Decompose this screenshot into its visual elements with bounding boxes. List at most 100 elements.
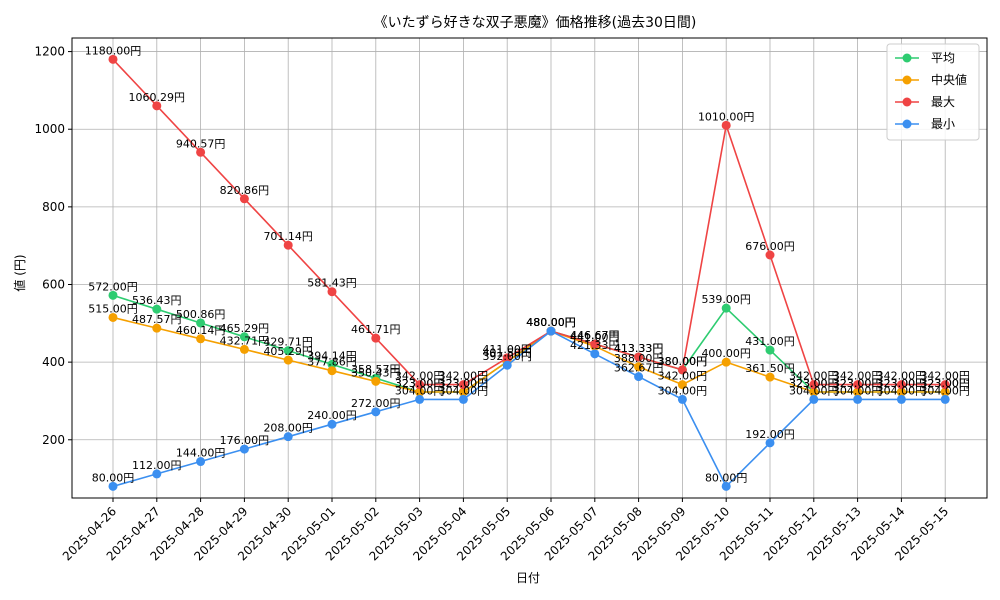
data-label: 342.00円 [920,370,970,383]
data-point [809,394,819,404]
legend-swatch-marker [902,75,912,85]
data-label: 446.67円 [570,329,620,342]
data-label: 358.57円 [351,363,401,376]
data-point [152,101,162,111]
data-point [415,387,425,397]
data-point [677,365,687,375]
data-label: 401.50円 [482,347,532,360]
y-tick-label: 1000 [34,122,65,136]
data-label: 431.00円 [745,335,795,348]
data-label: 820.86円 [220,184,270,197]
data-label: 413.33円 [614,342,664,355]
data-label: 394.14円 [307,349,357,362]
data-label: 323.00円 [789,377,839,390]
legend-swatch-marker [902,53,912,63]
data-point [721,120,731,130]
data-label: 405.29円 [263,345,313,358]
data-point [634,372,644,382]
data-label: 413.33円 [614,342,664,355]
data-label: 272.00円 [351,397,401,410]
data-point [108,312,118,322]
data-label: 304.00円 [833,384,883,397]
data-label: 304.00円 [789,384,839,397]
legend-swatch-marker [902,119,912,129]
data-label: 536.43円 [132,294,182,307]
data-point [196,318,206,328]
data-label: 400.00円 [701,347,751,360]
data-point [590,349,600,359]
legend-label: 最大 [931,95,955,109]
data-label: 539.00円 [701,293,751,306]
data-point [108,290,118,300]
data-point [152,469,162,479]
data-label: 581.43円 [307,277,357,290]
data-label: 392.00円 [482,350,532,363]
data-point [502,353,512,363]
data-point [239,344,249,354]
data-label: 388.00円 [614,352,664,365]
data-point [940,380,950,390]
data-point [108,481,118,491]
data-point [721,303,731,313]
data-label: 446.67円 [570,329,620,342]
chart-title: 《いたずら好きな双子悪魔》価格推移(過去30日間) [374,15,697,31]
data-label: 304.00円 [920,384,970,397]
data-point [809,380,819,390]
data-label: 1180.00円 [85,44,142,57]
data-point [327,419,337,429]
data-point [283,240,293,250]
data-label: 515.00円 [88,302,138,315]
data-point [853,387,863,397]
data-point [152,323,162,333]
data-point [239,444,249,454]
data-point [196,457,206,467]
data-point [677,380,687,390]
data-label: 323.00円 [833,377,883,390]
data-label: 572.00円 [88,280,138,293]
data-point [502,360,512,370]
data-point [896,380,906,390]
data-point [152,304,162,314]
data-label: 480.00円 [526,316,576,329]
data-point [896,394,906,404]
data-label: 80.00円 [92,471,135,484]
y-tick-label: 1200 [34,45,65,59]
legend-swatch-marker [902,97,912,107]
legend-label: 平均 [931,51,955,65]
data-point [853,394,863,404]
data-point [196,334,206,344]
data-point [327,359,337,369]
data-label: 240.00円 [307,409,357,422]
data-point [415,394,425,404]
data-point [765,250,775,260]
series-line [112,58,946,386]
data-label: 323.00円 [439,377,489,390]
data-label: 377.86円 [307,356,357,369]
data-label: 342.00円 [833,370,883,383]
data-labels: 572.00円536.43円500.86円465.29円429.71円394.1… [85,44,970,484]
data-label: 342.00円 [658,370,708,383]
data-point [765,372,775,382]
data-label: 1060.29円 [129,91,186,104]
legend-label: 中央値 [931,72,967,87]
data-label: 80.00円 [705,471,748,484]
data-label: 304.00円 [877,384,927,397]
y-tick-label: 200 [42,433,65,447]
data-label: 323.00円 [833,377,883,390]
data-label: 487.57円 [132,313,182,326]
data-point [677,394,687,404]
data-label: 480.00円 [526,316,576,329]
data-point [634,352,644,362]
data-label: 304.00円 [395,384,445,397]
data-label: 441.00円 [570,331,620,344]
data-label: 304.00円 [439,384,489,397]
data-label: 323.00円 [395,377,445,390]
data-label: 460.14円 [176,324,226,337]
data-point [283,346,293,356]
data-point [371,407,381,417]
data-label: 342.00円 [439,370,489,383]
data-label: 411.00円 [482,343,532,356]
